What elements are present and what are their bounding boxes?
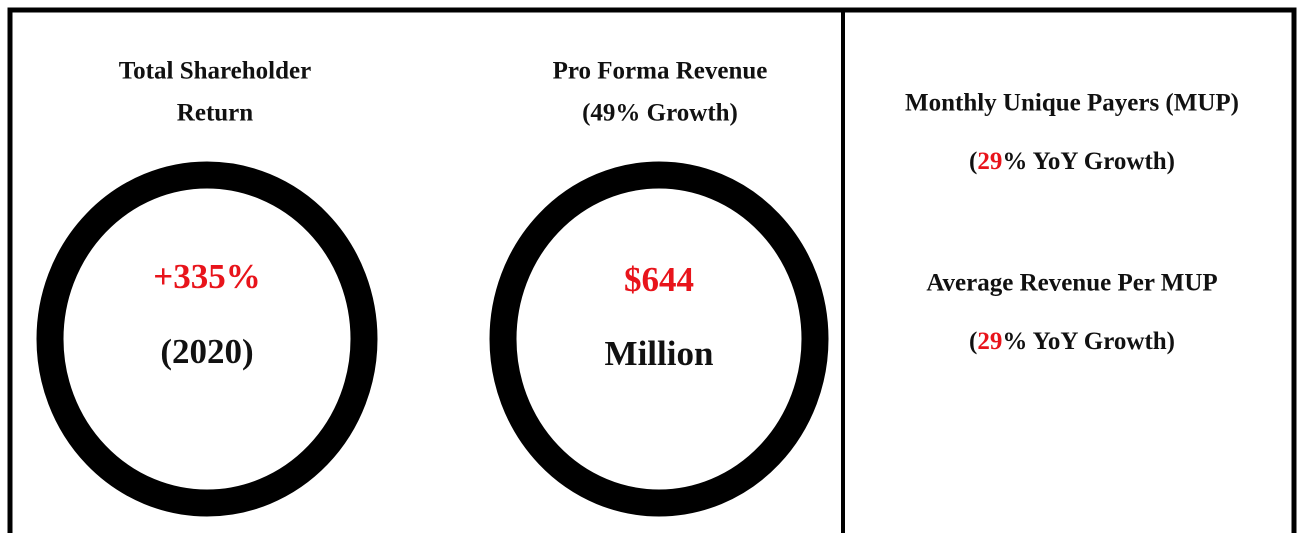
- text: % YoY Growth): [1002, 328, 1175, 355]
- panel-value: +335%: [153, 257, 260, 296]
- panel-title: Return: [177, 100, 253, 127]
- panel-caption: Million: [605, 334, 714, 373]
- growth-number: 29: [977, 148, 1002, 175]
- panel-title: Total Shareholder: [119, 58, 311, 85]
- panel-caption: (2020): [160, 332, 253, 371]
- growth-number: 29: [977, 328, 1002, 355]
- ring: [36, 161, 378, 517]
- text: (: [969, 148, 977, 175]
- metric-label: Average Revenue Per MUP: [926, 270, 1217, 297]
- panel-title: Pro Forma Revenue: [553, 58, 768, 85]
- metric-growth: (29% YoY Growth): [969, 148, 1175, 175]
- panel-value: $644: [624, 260, 694, 299]
- outer-border: [7, 7, 1297, 533]
- text: (: [969, 328, 977, 355]
- panel-title: (49% Growth): [582, 100, 738, 127]
- text: % YoY Growth): [1002, 148, 1175, 175]
- metric-growth: (29% YoY Growth): [969, 328, 1175, 355]
- ring: [489, 161, 829, 517]
- metric-label: Monthly Unique Payers (MUP): [905, 90, 1239, 117]
